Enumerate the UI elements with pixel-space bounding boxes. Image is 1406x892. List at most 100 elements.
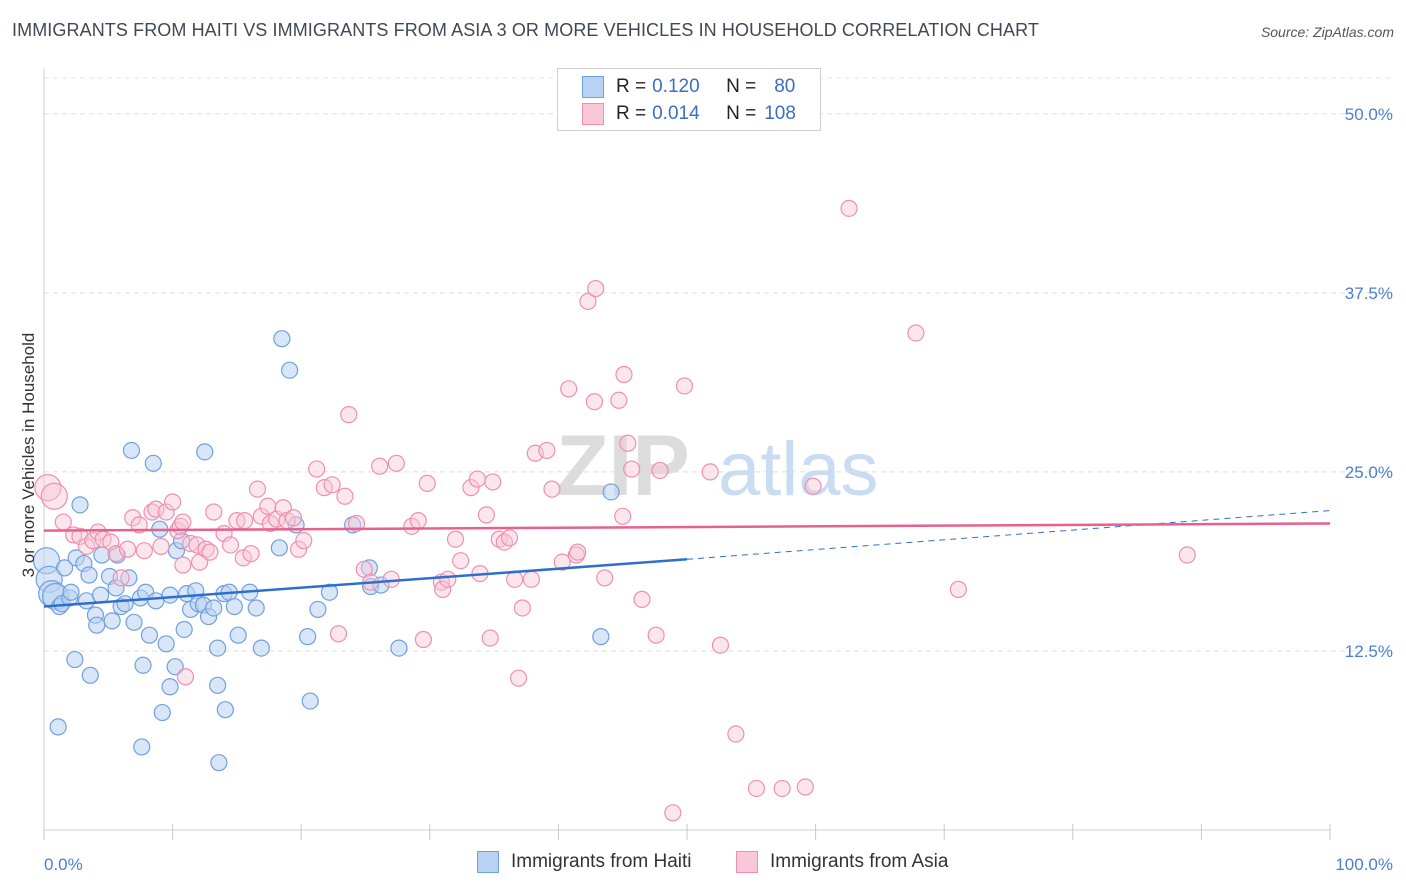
asia-point	[553, 553, 571, 571]
haiti-point	[122, 441, 141, 460]
asia-point	[477, 506, 495, 524]
asia-point	[329, 625, 348, 643]
asia-point	[434, 580, 452, 598]
legend-label-asia: Immigrants from Asia	[770, 851, 949, 872]
asia-point	[409, 512, 427, 530]
legend-item-haiti[interactable]: Immigrants from Haiti	[477, 851, 692, 873]
asia-point	[481, 629, 499, 647]
legend-row-haiti: R = 0.120 N = 80	[582, 75, 795, 99]
asia-point	[747, 779, 766, 798]
haiti-point	[161, 678, 179, 696]
series-asia-points	[34, 199, 1196, 822]
haiti-point	[602, 483, 620, 501]
legend-r-label: R =	[616, 103, 647, 124]
asia-point	[619, 434, 637, 452]
haiti-point	[133, 738, 151, 756]
asia-point	[840, 199, 858, 217]
legend-item-asia[interactable]: Immigrants from Asia	[736, 851, 948, 873]
haiti-point	[175, 620, 193, 639]
asia-point	[796, 778, 814, 796]
haiti-point	[153, 703, 171, 722]
asia-point	[596, 569, 614, 587]
asia-point	[439, 570, 457, 588]
haiti-point	[273, 330, 291, 348]
asia-point	[371, 457, 389, 475]
asia-point	[560, 380, 578, 398]
legend-label-haiti: Immigrants from Haiti	[511, 851, 692, 872]
haiti-point	[71, 496, 89, 514]
asia-point	[418, 474, 436, 492]
asia-point	[587, 279, 605, 298]
legend-swatch-asia	[736, 851, 758, 873]
asia-point	[727, 725, 745, 743]
asia-point	[118, 540, 137, 558]
asia-point	[336, 487, 354, 505]
haiti-point	[144, 454, 162, 472]
asia-point	[147, 500, 165, 518]
asia-point	[949, 580, 967, 598]
asia-point	[176, 668, 195, 686]
asia-point	[71, 527, 89, 545]
legend-r-value: 0.014	[652, 103, 700, 124]
haiti-point	[225, 597, 243, 616]
asia-point	[295, 532, 313, 550]
axes	[43, 68, 1331, 840]
haiti-point	[196, 443, 214, 461]
legend-n-value: 80	[774, 76, 796, 97]
asia-point	[907, 324, 925, 342]
asia-point	[1178, 546, 1196, 564]
asia-point	[647, 626, 665, 644]
asia-trendline	[43, 522, 1331, 532]
haiti-point	[107, 579, 125, 597]
y-tick-label: 37.5%	[1345, 284, 1393, 303]
asia-point	[664, 804, 682, 822]
asia-point	[308, 460, 326, 478]
haiti-point	[55, 559, 74, 577]
asia-point	[651, 461, 669, 480]
series-legend: Immigrants from Haiti Immigrants from As…	[0, 851, 1406, 879]
asia-point	[135, 542, 153, 560]
correlation-legend: R = 0.120 N = 80 R = 0.014 N = 108	[557, 68, 821, 131]
asia-point	[773, 779, 791, 798]
asia-point	[614, 507, 632, 525]
asia-point	[484, 473, 502, 491]
haiti-point	[252, 639, 270, 657]
asia-point	[174, 556, 192, 574]
haiti-point	[210, 754, 228, 772]
legend-r-label: R =	[616, 76, 647, 97]
legend-n-label: N =	[726, 76, 757, 97]
asia-point	[522, 570, 540, 588]
asia-point	[452, 552, 470, 570]
asia-point	[182, 534, 200, 553]
asia-point	[615, 365, 633, 384]
haiti-point	[229, 626, 247, 644]
y-tick-label: 12.5%	[1345, 642, 1393, 661]
legend-swatch-asia	[582, 103, 604, 125]
asia-point	[284, 509, 303, 527]
source-label: Source: ZipAtlas.com	[1260, 24, 1394, 40]
watermark-zip: ZIP	[556, 418, 690, 514]
asia-point	[569, 543, 587, 561]
haiti-trendline-extension	[686, 510, 1331, 560]
y-axis-label: 3 or more Vehicles in Household	[19, 333, 38, 578]
haiti-point	[134, 656, 152, 674]
legend-n-value: 108	[764, 103, 796, 124]
asia-point	[242, 544, 260, 563]
asia-point	[77, 537, 96, 555]
asia-point	[236, 512, 254, 530]
haiti-point	[270, 539, 288, 557]
asia-point	[446, 530, 465, 548]
legend-r-value: 0.120	[652, 76, 700, 97]
haiti-point	[592, 628, 610, 646]
asia-point	[633, 590, 651, 608]
haiti-point	[103, 612, 121, 630]
asia-point	[538, 441, 556, 460]
haiti-point	[80, 566, 98, 584]
asia-point	[323, 476, 341, 494]
asia-point	[462, 479, 480, 497]
asia-point	[124, 509, 142, 527]
haiti-point	[209, 676, 227, 694]
asia-point	[468, 470, 486, 488]
asia-point	[711, 636, 730, 654]
asia-point	[157, 503, 175, 521]
